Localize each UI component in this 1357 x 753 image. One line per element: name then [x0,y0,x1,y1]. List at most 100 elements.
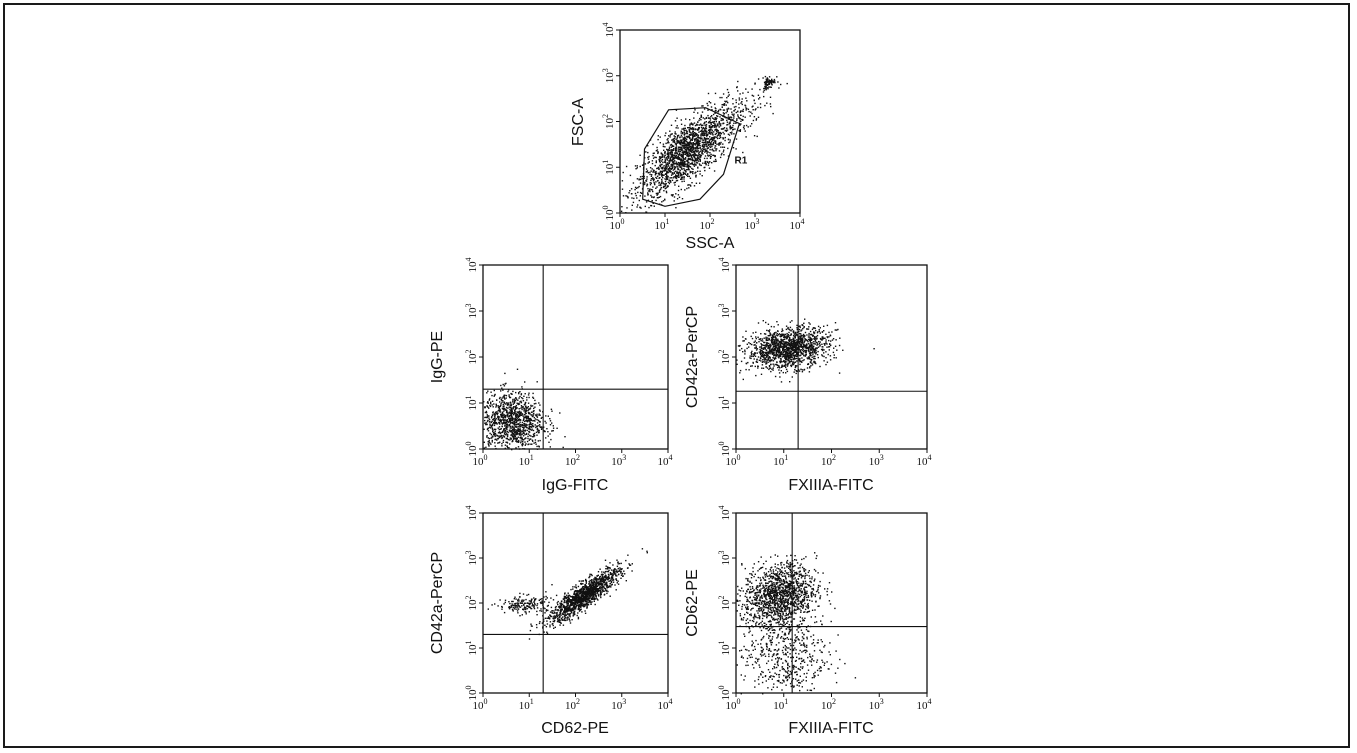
data-point [673,168,676,170]
data-point [493,389,495,392]
data-point [758,351,761,353]
data-point [772,367,774,369]
data-point [754,355,757,357]
data-point [503,420,505,422]
data-point [517,429,519,432]
data-point [507,420,509,423]
data-point [513,434,516,437]
data-point [811,364,814,366]
data-point [778,87,780,89]
data-point [508,420,511,422]
data-point [780,359,782,361]
data-point [531,439,534,441]
data-point [733,117,735,119]
data-point [500,436,502,438]
data-point [745,109,747,111]
data-point [523,414,526,416]
data-point [681,131,684,134]
data-point [720,123,722,125]
data-point [690,151,693,153]
data-point [491,414,494,416]
data-point [496,423,498,425]
data-point [681,175,683,177]
data-point [776,347,779,350]
data-point [668,170,670,172]
data-point [699,117,701,120]
data-point [802,350,805,353]
data-point [535,425,538,427]
data-point [556,427,558,429]
data-point [606,584,608,587]
data-point [552,430,554,432]
x-tick-label: 101 [519,453,534,468]
data-point [613,568,615,571]
data-point [710,144,712,146]
data-point [710,106,713,108]
data-point [513,432,515,435]
data-point [786,334,788,336]
data-point [704,143,706,146]
data-point [547,431,549,433]
data-point [679,175,682,177]
data-point [673,157,675,159]
data-point [648,161,650,163]
data-point [809,323,811,325]
data-point [764,82,766,84]
data-point [727,91,730,94]
data-point [768,368,770,371]
data-point [823,352,825,354]
data-point [806,367,809,369]
data-point [719,96,721,99]
data-point [789,352,792,354]
data-point [688,149,691,151]
data-point [690,163,692,165]
data-point [790,353,793,355]
data-point [486,405,488,408]
data-point [646,170,649,172]
data-point [809,341,811,343]
data-point [507,403,509,405]
data-point [639,195,641,197]
data-point [700,126,703,129]
data-point [525,407,527,410]
data-point [775,331,777,334]
data-point [826,336,828,338]
data-point [526,396,528,399]
data-point [767,359,770,361]
data-point [653,183,656,185]
data-point [577,590,579,592]
data-point [514,410,516,412]
data-point [518,418,521,420]
data-point [744,130,746,132]
data-point [821,355,824,357]
data-point [592,584,595,586]
data-point [718,122,720,124]
x-axis-label: FXIIIA-FITC [788,477,873,494]
data-point [754,82,756,84]
data-point [539,425,541,427]
data-point [784,363,787,365]
data-point [772,336,774,339]
data-point [699,140,701,142]
data-point [533,403,536,405]
data-point [508,414,510,417]
data-point [800,330,802,332]
data-point [500,384,502,387]
data-point [500,402,502,405]
data-point [788,340,791,342]
data-point [723,127,726,129]
data-point [520,407,522,409]
data-point [566,594,568,596]
data-point [684,165,686,168]
data-point [762,344,765,346]
data-point [657,135,659,137]
data-point [836,349,838,351]
data-point [699,156,702,158]
data-point [825,363,827,366]
data-point [537,440,539,442]
data-point [616,582,618,584]
data-point [577,604,579,607]
data-point [785,353,787,355]
data-point [525,415,527,417]
data-point [809,344,811,346]
